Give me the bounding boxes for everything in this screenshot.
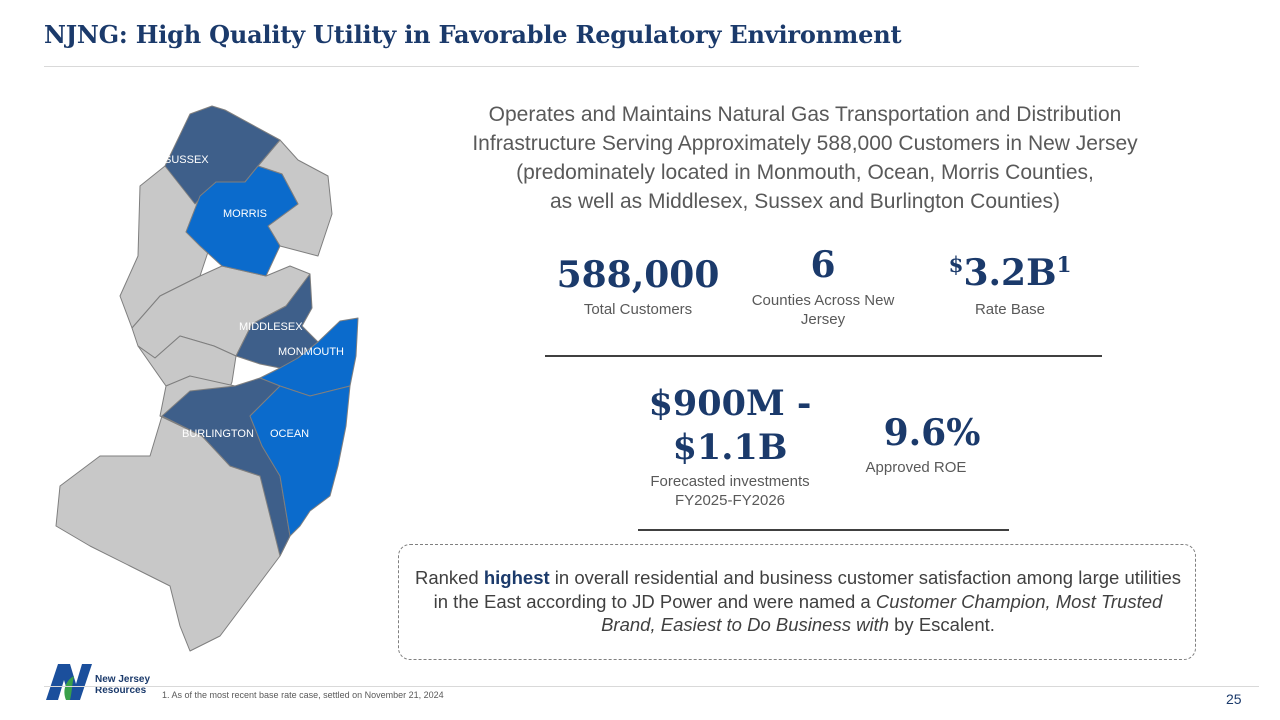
footer-divider [44,686,1259,687]
county-ocean [249,385,351,537]
stats-divider-2 [638,529,1009,531]
stat-investments-label: Forecasted investments FY2025-FY2026 [650,473,810,509]
stat-investments-value: $900M - $1.1B [648,383,812,468]
county-morris [185,165,299,277]
njr-logo [46,664,92,700]
title-divider [44,66,1139,67]
label-middlesex: MIDDLESEX [239,321,303,333]
new-jersey-map: SUSSEX MORRIS MIDDLESEX MONMOUTH BURLING… [55,105,359,652]
stat-counties-label: Counties Across New Jersey [751,292,895,328]
intro-paragraph: Operates and Maintains Natural Gas Trans… [472,103,1138,213]
stat-roe-value: 9.6% [883,412,981,454]
stat-counties-value: 6 [810,244,836,286]
leaf-icon [64,676,74,700]
stats-divider-1 [545,355,1102,357]
logo-text: New Jersey Resources [95,674,151,696]
callout-text: Ranked highest in overall residential an… [414,567,1182,635]
stat-customers-label: Total Customers [583,301,693,318]
page-number: 25 [1226,691,1242,707]
stat-roe-label: Approved ROE [865,459,967,476]
label-monmouth: MONMOUTH [278,346,344,358]
footnote: 1. As of the most recent base rate case,… [162,690,444,700]
stat-customers-value: 588,000 [556,254,720,296]
label-burlington: BURLINGTON [182,428,254,440]
label-morris: MORRIS [223,208,267,220]
label-sussex: SUSSEX [164,154,209,166]
callout-box [398,544,1196,660]
page-title: NJNG: High Quality Utility in Favorable … [44,20,902,49]
stat-rate-base-value: $3.2B1 [948,252,1072,294]
stat-rate-base-label: Rate Base [974,301,1046,318]
label-ocean: OCEAN [270,428,309,440]
